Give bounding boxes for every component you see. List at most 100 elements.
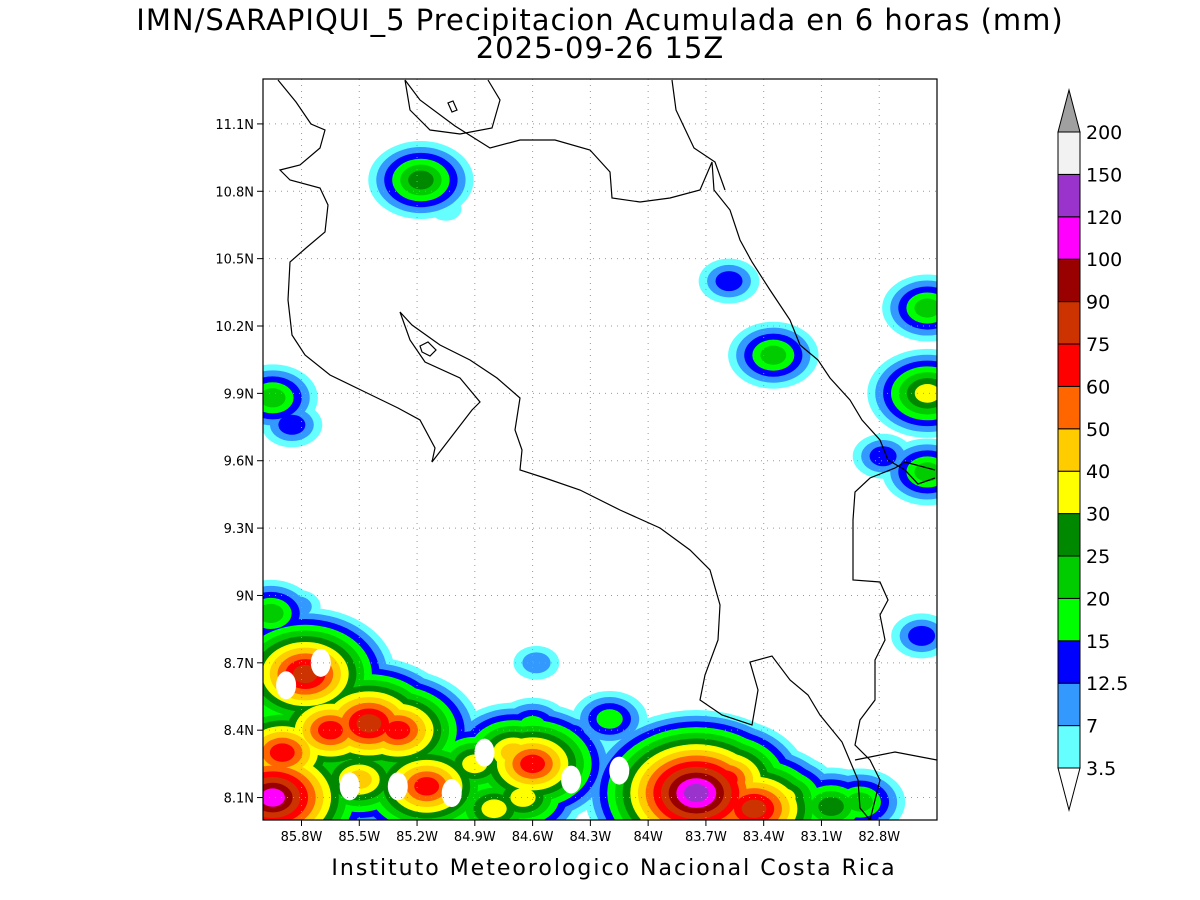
lon-tick-label: 84W <box>633 830 663 845</box>
rain-contour <box>292 664 318 684</box>
colorbar-over-arrow <box>1057 88 1081 133</box>
lon-tick-label: 83.1W <box>801 830 843 845</box>
lat-tick-label: 8.1N <box>224 792 254 807</box>
lake-nicaragua-islet <box>447 100 458 113</box>
colorbar-swatch <box>1057 428 1081 472</box>
lat-tick-label: 10.8N <box>215 185 254 200</box>
lat-tick-label: 9.6N <box>224 455 254 470</box>
rain-contour <box>914 298 937 318</box>
chira-island <box>419 341 437 357</box>
colorbar-label: 20 <box>1086 588 1110 610</box>
colorbar-swatch <box>1057 513 1081 557</box>
rain-contour <box>596 709 623 729</box>
lat-tick-label: 11.1N <box>215 118 254 133</box>
rain-contour <box>356 714 382 733</box>
colorbar-swatch <box>1057 343 1081 387</box>
colorbar-swatch <box>1057 597 1081 642</box>
dry-area <box>310 648 331 677</box>
dry-area <box>339 772 360 801</box>
lon-tick-label: 84.9W <box>454 830 496 845</box>
rain-contour <box>263 603 284 623</box>
lon-tick-label: 83.4W <box>743 830 785 845</box>
lon-tick-label: 85.5W <box>338 830 380 845</box>
dry-area <box>276 671 297 700</box>
pacific-nicoya-coast <box>277 79 871 820</box>
lat-tick-label: 10.5N <box>215 253 254 268</box>
colorbar-label: 25 <box>1086 546 1110 568</box>
coastline <box>277 79 937 820</box>
rain-contour <box>908 625 936 646</box>
dry-area <box>474 738 495 767</box>
nicaragua-border <box>671 79 726 191</box>
rain-contour <box>414 777 440 796</box>
colorbar-label: 120 <box>1086 207 1122 229</box>
colorbar-swatch <box>1057 725 1081 769</box>
colorbar-label: 75 <box>1086 334 1110 356</box>
rain-contour <box>818 797 844 816</box>
credit-footer: Instituto Meteorologico Nacional Costa R… <box>331 856 897 881</box>
lon-tick-label: 82.8W <box>858 830 900 845</box>
colorbar-swatch <box>1057 555 1081 599</box>
lon-tick-label: 85.8W <box>281 830 323 845</box>
latitude-axis: 11.1N 10.8N 10.5N 10.2N 9.9N 9.6N 9.3N 9N 8.7N 8.… <box>215 118 263 807</box>
lat-tick-label: 9.9N <box>224 387 254 402</box>
plot-frame <box>262 78 938 821</box>
colorbar-swatch <box>1057 131 1081 175</box>
lat-tick-label: 9.3N <box>224 522 254 537</box>
dry-area <box>441 779 462 808</box>
rain-contour <box>914 462 937 482</box>
lat-tick-label: 8.4N <box>224 724 254 739</box>
colorbar-swatch <box>1057 258 1081 303</box>
caribbean-coast <box>404 79 936 485</box>
colorbar-label: 15 <box>1086 631 1110 653</box>
lon-tick-label: 83.7W <box>685 830 727 845</box>
dry-area <box>561 765 582 794</box>
lat-tick-label: 10.2N <box>215 320 254 335</box>
rain-contour <box>522 652 551 674</box>
rain-field <box>263 141 937 820</box>
lat-tick-label: 9N <box>236 589 254 604</box>
colorbar-label: 60 <box>1086 376 1110 398</box>
colorbar-swatch <box>1057 682 1081 727</box>
colorbar-swatch <box>1057 385 1081 430</box>
colorbar-label: 30 <box>1086 504 1110 526</box>
colorbar-label: 200 <box>1086 122 1122 144</box>
colorbar-label: 100 <box>1086 249 1122 271</box>
dry-area <box>609 756 630 785</box>
rain-contour <box>510 788 536 807</box>
rain-contour <box>684 783 709 803</box>
colorbar-label: 12.5 <box>1086 673 1128 695</box>
rain-contour <box>741 799 767 818</box>
colorbar-swatch <box>1057 173 1081 218</box>
rain-contour <box>914 383 937 403</box>
colorbar-swatch <box>1057 640 1081 684</box>
colorbar-label: 7 <box>1086 716 1098 738</box>
colorbar-label: 90 <box>1086 292 1110 314</box>
longitude-axis: 85.8W 85.5W 85.2W 84.9W 84.6W 84.3W 84W 83.7W 83… <box>281 820 900 845</box>
valid-time: 2025-09-26 15Z <box>475 31 725 65</box>
rain-contour <box>760 345 787 365</box>
rain-contour <box>481 799 507 819</box>
colorbar-label: 150 <box>1086 164 1122 186</box>
colorbar-label: 50 <box>1086 419 1110 441</box>
rain-contour <box>263 388 286 408</box>
dry-area <box>387 772 408 801</box>
lon-tick-label: 84.3W <box>569 830 611 845</box>
colorbar: 3.5 7 12.5 15 20 25 30 40 50 60 75 90 100 120 150 200 <box>1057 88 1128 812</box>
lon-tick-label: 85.2W <box>396 830 438 845</box>
rain-contour <box>408 170 434 190</box>
lon-tick-label: 84.6W <box>512 830 554 845</box>
graticule <box>263 79 937 820</box>
rain-contour <box>385 720 411 740</box>
lat-tick-label: 8.7N <box>224 657 254 672</box>
rain-contour <box>317 720 343 740</box>
rain-contour <box>278 414 306 435</box>
rain-contour <box>263 788 285 807</box>
rain-contour <box>715 271 743 292</box>
colorbar-swatch <box>1057 301 1081 345</box>
colorbar-label: 3.5 <box>1086 758 1116 780</box>
panama-coast <box>854 751 937 761</box>
panama-border <box>852 461 936 820</box>
colorbar-label: 40 <box>1086 461 1110 483</box>
